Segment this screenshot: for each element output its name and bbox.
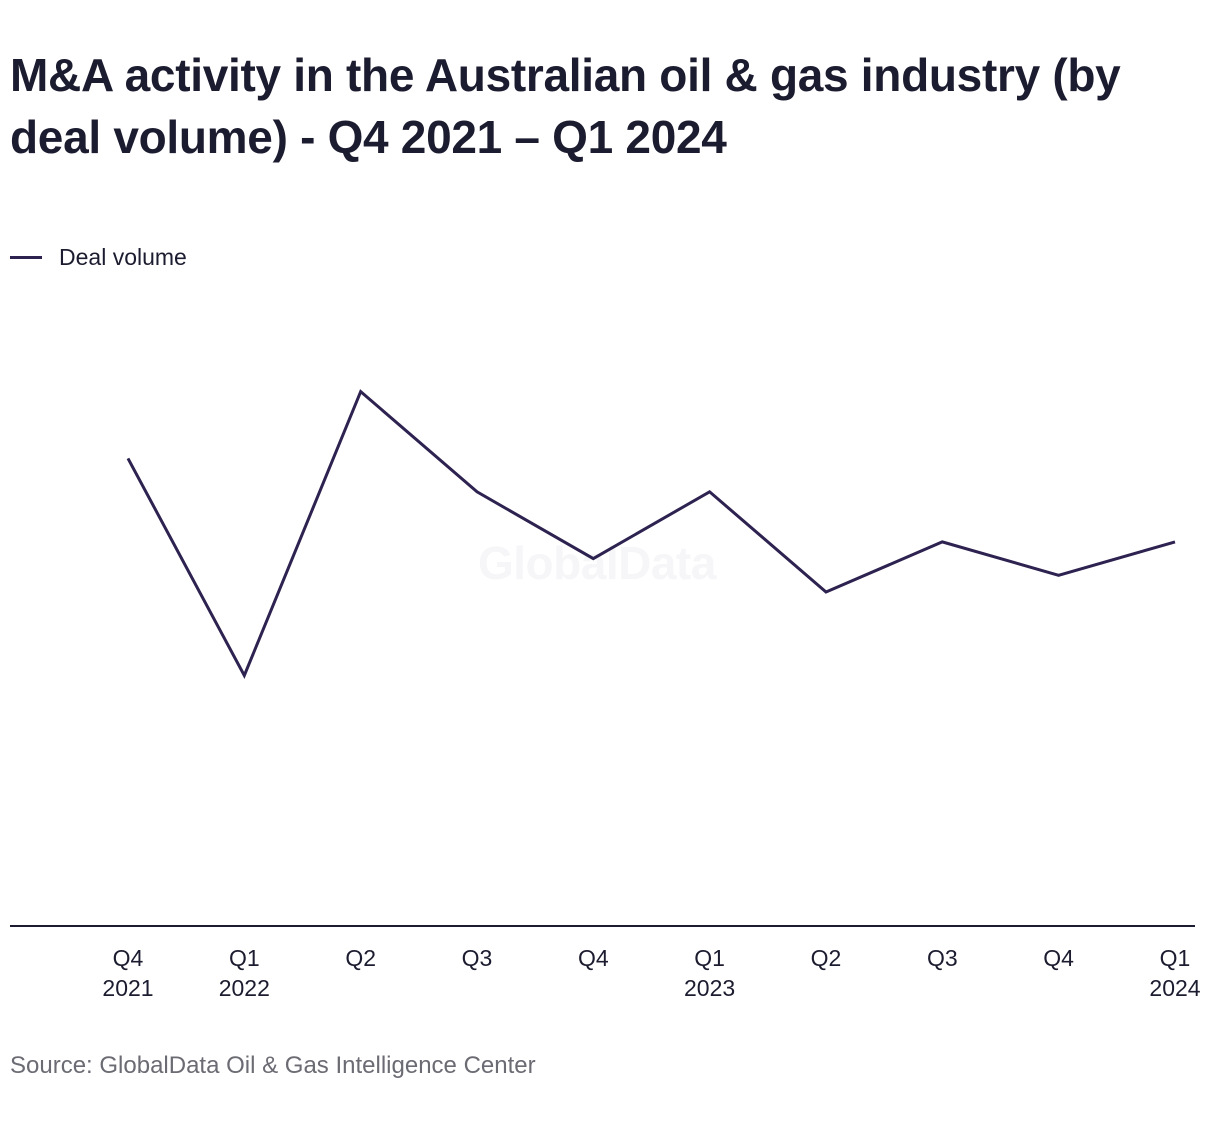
x-tick-label: Q2	[811, 945, 842, 971]
x-tick-year: 2022	[219, 975, 270, 1001]
x-tick-quarter: Q2	[811, 945, 842, 971]
x-tick-quarter: Q2	[345, 945, 376, 971]
x-tick-quarter: Q1	[1160, 945, 1191, 971]
watermark-logo: GlobalData	[478, 537, 716, 589]
chart-legend: Deal volume	[10, 240, 187, 274]
x-tick-quarter: Q1	[694, 945, 725, 971]
source-note: Source: GlobalData Oil & Gas Intelligenc…	[10, 1052, 536, 1079]
x-tick-quarter: Q4	[113, 945, 144, 971]
x-tick-year: 2023	[684, 975, 735, 1001]
x-tick-labels: Q4 2021 Q1 2022 Q2 Q3 Q4 Q1 2023 Q2 Q3 Q4 Q1 2024	[102, 945, 1200, 1001]
legend-swatch-deal-volume	[10, 255, 42, 259]
x-tick-label: Q4	[578, 945, 609, 971]
x-tick-label: Q3	[927, 945, 958, 971]
x-tick-year: 2024	[1149, 975, 1200, 1001]
chart-title: M&A activity in the Australian oil & gas…	[10, 49, 1121, 163]
x-tick-year: 2021	[102, 975, 153, 1001]
x-tick-label: Q1 2023	[684, 945, 735, 1001]
line-chart: Q4 2021 Q1 2022 Q2 Q3 Q4 Q1 2023 Q2 Q3 Q4 Q1 2024	[10, 389, 1201, 1001]
x-tick-label: Q1 2024	[1149, 945, 1200, 1001]
x-tick-label: Q4 2021	[102, 945, 153, 1001]
x-tick-quarter: Q3	[927, 945, 958, 971]
legend-label-deal-volume: Deal volume	[59, 243, 187, 270]
x-tick-label: Q3	[462, 945, 493, 971]
x-tick-label: Q2	[345, 945, 376, 971]
x-tick-quarter: Q4	[578, 945, 609, 971]
x-tick-quarter: Q1	[229, 945, 260, 971]
x-tick-label: Q1 2022	[219, 945, 270, 1001]
series-line-0	[126, 389, 1176, 680]
x-tick-quarter: Q4	[1043, 945, 1074, 971]
x-tick-quarter: Q3	[462, 945, 493, 971]
x-tick-label: Q4	[1043, 945, 1074, 971]
series-layer	[126, 389, 1176, 680]
